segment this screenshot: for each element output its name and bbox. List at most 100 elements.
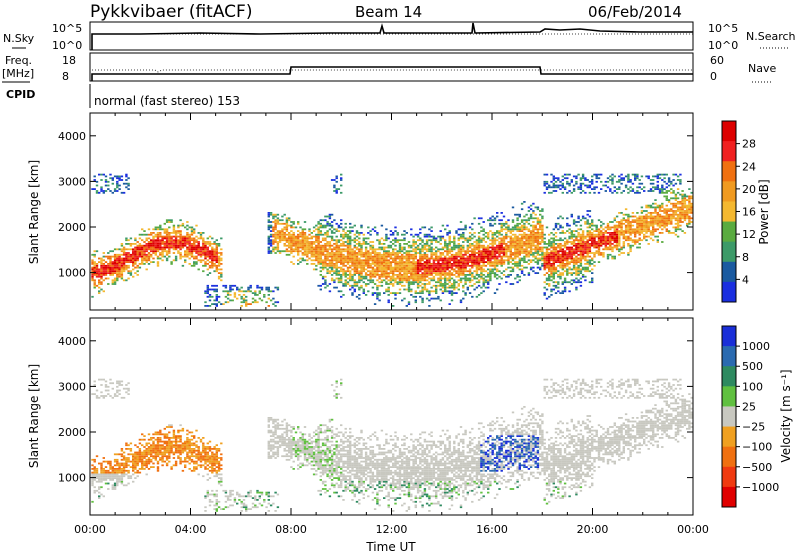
power-cell <box>193 244 196 247</box>
power-cell <box>421 275 424 278</box>
power-cell <box>405 255 408 258</box>
power-cell <box>118 184 121 187</box>
power-cell <box>358 279 361 282</box>
power-cell <box>527 243 531 245</box>
power-cell <box>333 232 336 234</box>
power-cell <box>373 303 377 305</box>
power-cell <box>652 175 655 178</box>
power-cell <box>516 275 519 278</box>
power-cell <box>290 250 293 253</box>
power-cell <box>188 239 191 242</box>
power-cell <box>306 253 309 256</box>
power-cell <box>575 272 578 274</box>
power-cell <box>389 257 393 260</box>
power-cell <box>398 246 402 249</box>
power-cell <box>529 252 533 254</box>
power-cell <box>373 226 377 229</box>
power-cell <box>579 259 583 262</box>
power-cell <box>649 213 653 216</box>
power-cell <box>498 244 501 247</box>
power-cell <box>477 237 481 240</box>
power-cell <box>278 235 282 238</box>
power-cell <box>344 250 347 253</box>
power-cell <box>545 263 549 265</box>
power-cell <box>561 252 564 254</box>
power-cell <box>627 215 630 218</box>
power-cell <box>636 219 639 222</box>
power-cell <box>177 250 180 253</box>
power-cell <box>269 235 273 238</box>
power-cell <box>600 188 603 190</box>
power-cell <box>360 284 363 287</box>
power-cell <box>98 268 101 271</box>
power-cell <box>656 221 659 223</box>
power-cell <box>412 283 415 285</box>
power-cell <box>376 253 379 256</box>
power-cell <box>174 255 178 258</box>
power-cell <box>561 257 564 260</box>
power-cell <box>543 286 546 289</box>
power-cell <box>389 264 393 267</box>
power-cell <box>600 244 603 247</box>
power-cell <box>543 268 546 271</box>
power-cell <box>283 213 286 216</box>
power-cell <box>595 186 598 189</box>
power-cell <box>355 253 359 256</box>
power-cell <box>136 246 139 249</box>
power-cell <box>658 222 662 225</box>
power-cell <box>602 239 605 242</box>
power-cell <box>439 270 442 273</box>
power-cell <box>398 275 402 278</box>
power-cell <box>95 274 99 276</box>
power-cell <box>324 224 327 227</box>
power-cell <box>453 281 456 284</box>
power-cell <box>154 241 157 243</box>
power-cell <box>523 224 526 227</box>
power-cell <box>371 263 375 265</box>
power-cell <box>509 239 512 242</box>
power-cell <box>272 297 275 300</box>
power-cell <box>238 288 241 291</box>
power-cell <box>274 246 277 249</box>
power-cell <box>111 268 114 271</box>
power-cell <box>179 255 182 258</box>
power-cell <box>172 252 176 254</box>
power-cell <box>468 272 472 274</box>
power-cell <box>665 197 668 200</box>
power-cell <box>473 255 476 258</box>
power-cell <box>439 253 442 256</box>
power-cell <box>373 275 377 278</box>
power-cell <box>283 233 286 236</box>
power-cell <box>276 248 280 251</box>
power-cell <box>297 221 300 223</box>
power-cell <box>358 244 361 247</box>
power-cell <box>407 279 411 282</box>
power-cell <box>577 215 580 218</box>
power-cell <box>606 232 610 234</box>
power-cell <box>600 173 603 176</box>
power-cell <box>251 301 255 304</box>
power-cell <box>572 243 576 245</box>
power-cell <box>627 237 630 240</box>
power-cell <box>154 246 157 249</box>
power-cell <box>129 253 133 256</box>
power-cell <box>265 288 268 291</box>
power-cell <box>448 279 451 282</box>
power-cell <box>387 290 390 293</box>
power-cell <box>561 244 564 247</box>
power-cell <box>674 213 678 216</box>
power-cell <box>584 266 587 269</box>
power-cell <box>453 283 456 285</box>
power-cell <box>543 255 546 258</box>
power-cell <box>394 263 397 265</box>
power-cell <box>396 250 399 253</box>
power-cell <box>577 266 580 269</box>
power-cell <box>520 250 524 253</box>
power-cell <box>294 246 298 249</box>
power-cell <box>600 226 603 229</box>
power-cell <box>471 252 474 254</box>
power-cell <box>414 279 417 282</box>
power-cell <box>358 270 361 273</box>
power-cell <box>658 206 662 209</box>
